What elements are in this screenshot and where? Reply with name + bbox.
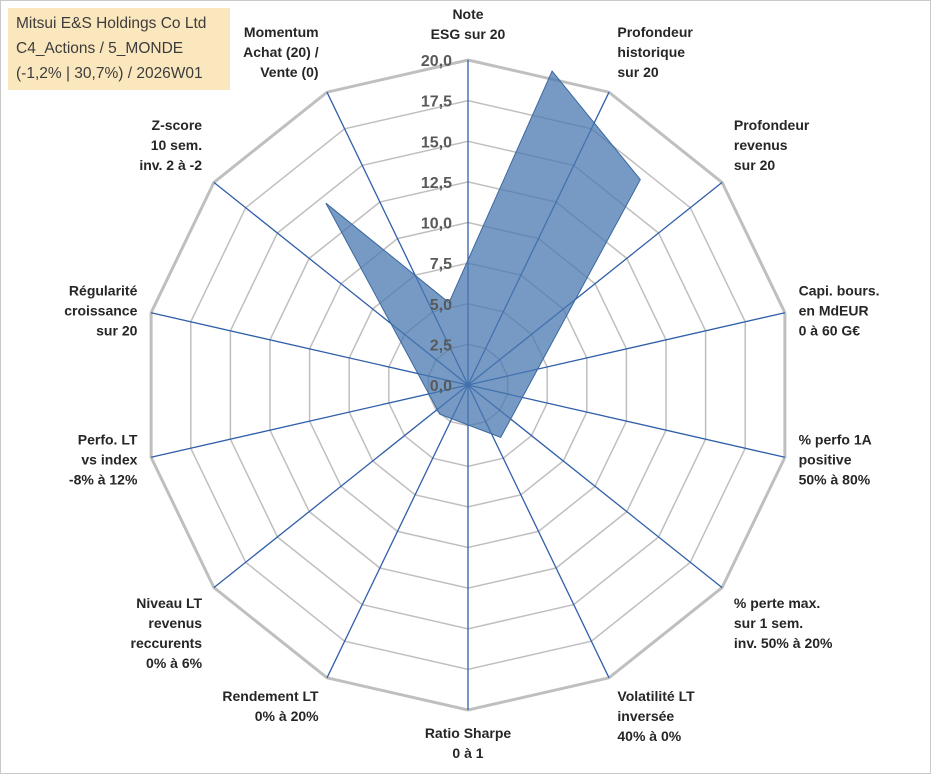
- axis-label-line: croissance: [64, 303, 137, 319]
- axis-label-line: ESG sur 20: [431, 26, 506, 42]
- axis-label: Perfo. LT vs index -8% à 12%: [69, 432, 138, 488]
- axis-label-line: Momentum: [244, 24, 319, 40]
- security-info-box: Mitsui E&S Holdings Co Ltd C4_Actions / …: [8, 8, 230, 90]
- axis-label-line: Rendement LT: [222, 688, 319, 704]
- axis-label-line: inversée: [617, 708, 674, 724]
- axis-line: [326, 384, 469, 679]
- axis-line: [150, 312, 469, 386]
- security-category: C4_Actions / 5_MONDE: [16, 40, 184, 57]
- axis-label: Profondeur historique sur 20: [617, 24, 693, 80]
- axis-label: Capi. bours. en MdEUR 0 à 60 G€: [799, 283, 880, 339]
- axis-label: Régularité croissance sur 20: [64, 283, 137, 339]
- axis-label-line: 10 sem.: [151, 137, 202, 153]
- axis-label: Rendement LT 0% à 20%: [222, 688, 319, 724]
- axis-label-line: positive: [799, 452, 852, 468]
- axis-label: Note ESG sur 20: [431, 6, 506, 42]
- axis-label: Z-score 10 sem. inv. 2 à -2: [139, 117, 202, 173]
- axis-label-line: reccurents: [131, 635, 203, 651]
- tick-label: 17,5: [421, 94, 452, 111]
- axis-label: Momentum Achat (20) / Vente (0): [243, 24, 319, 80]
- axis-line: [213, 384, 469, 589]
- axis-label-line: Achat (20) /: [243, 44, 319, 60]
- tick-label: 20,0: [421, 53, 452, 70]
- tick-label: 10,0: [421, 216, 452, 233]
- axis-label-line: 0 à 1: [452, 745, 483, 761]
- label-layer: Note ESG sur 20 Profondeur historique sur 20…: [64, 6, 879, 761]
- security-name: Mitsui E&S Holdings Co Ltd: [16, 15, 207, 32]
- tick-label: 0,0: [430, 378, 452, 395]
- axis-label-line: sur 1 sem.: [734, 615, 803, 631]
- axis-line: [150, 384, 469, 458]
- series-area: [325, 70, 641, 439]
- axis-label-line: 0% à 6%: [146, 655, 203, 671]
- axis-label-line: Z-score: [152, 117, 203, 133]
- axis-label-line: Profondeur: [734, 117, 810, 133]
- axis-label-line: Volatilité LT: [617, 688, 695, 704]
- axis-label-line: sur 20: [617, 64, 658, 80]
- axis-label-line: revenus: [734, 137, 788, 153]
- axis-label-line: sur 20: [734, 157, 775, 173]
- security-performance: (-1,2% | 30,7%) / 2026W01: [16, 65, 203, 82]
- axis-label-line: 50% à 80%: [799, 472, 871, 488]
- axis-label-line: Capi. bours.: [799, 283, 880, 299]
- tick-layer: 0,0 2,5 5,0 7,5 10,0 12,5 15,0 17,5 20,0: [421, 53, 452, 395]
- axis-label-line: Vente (0): [260, 64, 318, 80]
- axis-label-line: sur 20: [96, 323, 137, 339]
- axis-label-line: inv. 50% à 20%: [734, 635, 833, 651]
- axis-label: Ratio Sharpe 0 à 1: [425, 725, 512, 761]
- axis-label-line: % perfo 1A: [799, 432, 872, 448]
- axis-label-line: Ratio Sharpe: [425, 725, 512, 741]
- axis-label-line: historique: [617, 44, 685, 60]
- axis-label-line: inv. 2 à -2: [139, 157, 202, 173]
- tick-label: 2,5: [430, 337, 452, 354]
- tick-label: 15,0: [421, 134, 452, 151]
- axis-label-line: Profondeur: [617, 24, 693, 40]
- axis-label-line: 40% à 0%: [617, 728, 681, 744]
- axis-label-line: 0 à 60 G€: [799, 323, 861, 339]
- area-layer: [325, 70, 641, 439]
- axis-label: % perte max. sur 1 sem. inv. 50% à 20%: [734, 595, 833, 651]
- axis-label: % perfo 1A positive 50% à 80%: [799, 432, 872, 488]
- axis-label-line: en MdEUR: [799, 303, 869, 319]
- axis-label-line: revenus: [148, 615, 202, 631]
- axis-label-line: Note: [452, 6, 483, 22]
- tick-label: 5,0: [430, 297, 452, 314]
- axis-label-line: 0% à 20%: [255, 708, 319, 724]
- axis-label: Profondeur revenus sur 20: [734, 117, 810, 173]
- axis-label-line: % perte max.: [734, 595, 820, 611]
- axis-label-line: Régularité: [69, 283, 138, 299]
- axis-label: Niveau LT revenus reccurents 0% à 6%: [131, 595, 203, 671]
- tick-label: 7,5: [430, 256, 452, 273]
- axis-label-line: vs index: [81, 452, 137, 468]
- axis-label: Volatilité LT inversée 40% à 0%: [617, 688, 695, 744]
- axis-label-line: Niveau LT: [136, 595, 202, 611]
- tick-label: 12,5: [421, 175, 452, 192]
- axis-label-line: -8% à 12%: [69, 472, 138, 488]
- axis-label-line: Perfo. LT: [78, 432, 138, 448]
